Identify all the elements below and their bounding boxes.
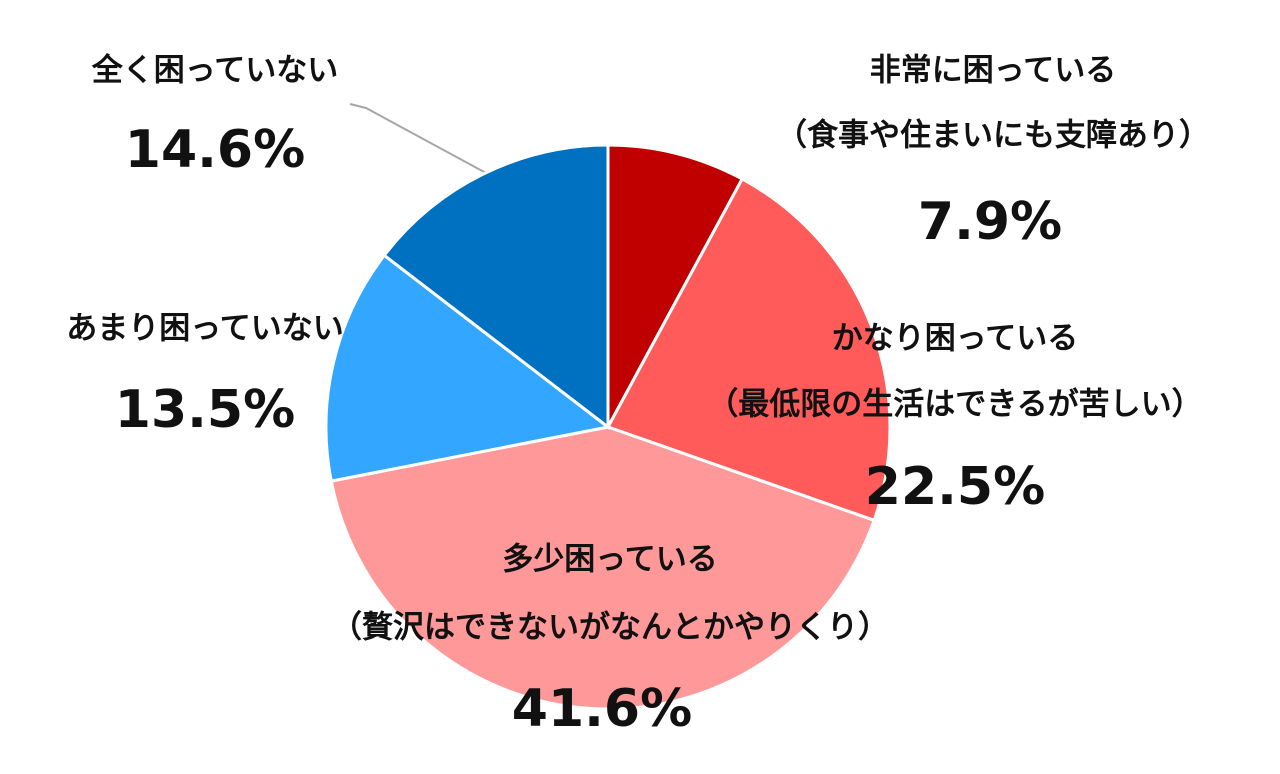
slice-note: （食事や住まいにも支障あり） xyxy=(776,118,1210,154)
slice-label: 多少困っている xyxy=(502,542,717,578)
pie-slice xyxy=(382,143,610,431)
slice-note: （贅沢はできないがなんとかやりくり） xyxy=(331,610,889,646)
pie-slice xyxy=(605,176,892,523)
pie-slice xyxy=(324,253,612,483)
slice-label: かなり困っている xyxy=(832,321,1078,357)
pie-slice xyxy=(329,425,877,711)
leader-line xyxy=(349,103,487,174)
slice-label: 非常に困っている xyxy=(870,53,1116,89)
pie-slice xyxy=(606,143,745,428)
value-label: 7.9% xyxy=(918,192,1062,252)
slice-note: （最低限の生活はできるが苦しい） xyxy=(707,387,1202,423)
value-label: 41.6% xyxy=(512,679,692,739)
slice-label: あまり困っていない xyxy=(66,311,343,347)
value-label: 22.5% xyxy=(865,457,1045,517)
slice-label: 全く困っていない xyxy=(91,53,338,89)
value-label: 14.6% xyxy=(125,120,305,180)
value-label: 13.5% xyxy=(115,380,295,440)
